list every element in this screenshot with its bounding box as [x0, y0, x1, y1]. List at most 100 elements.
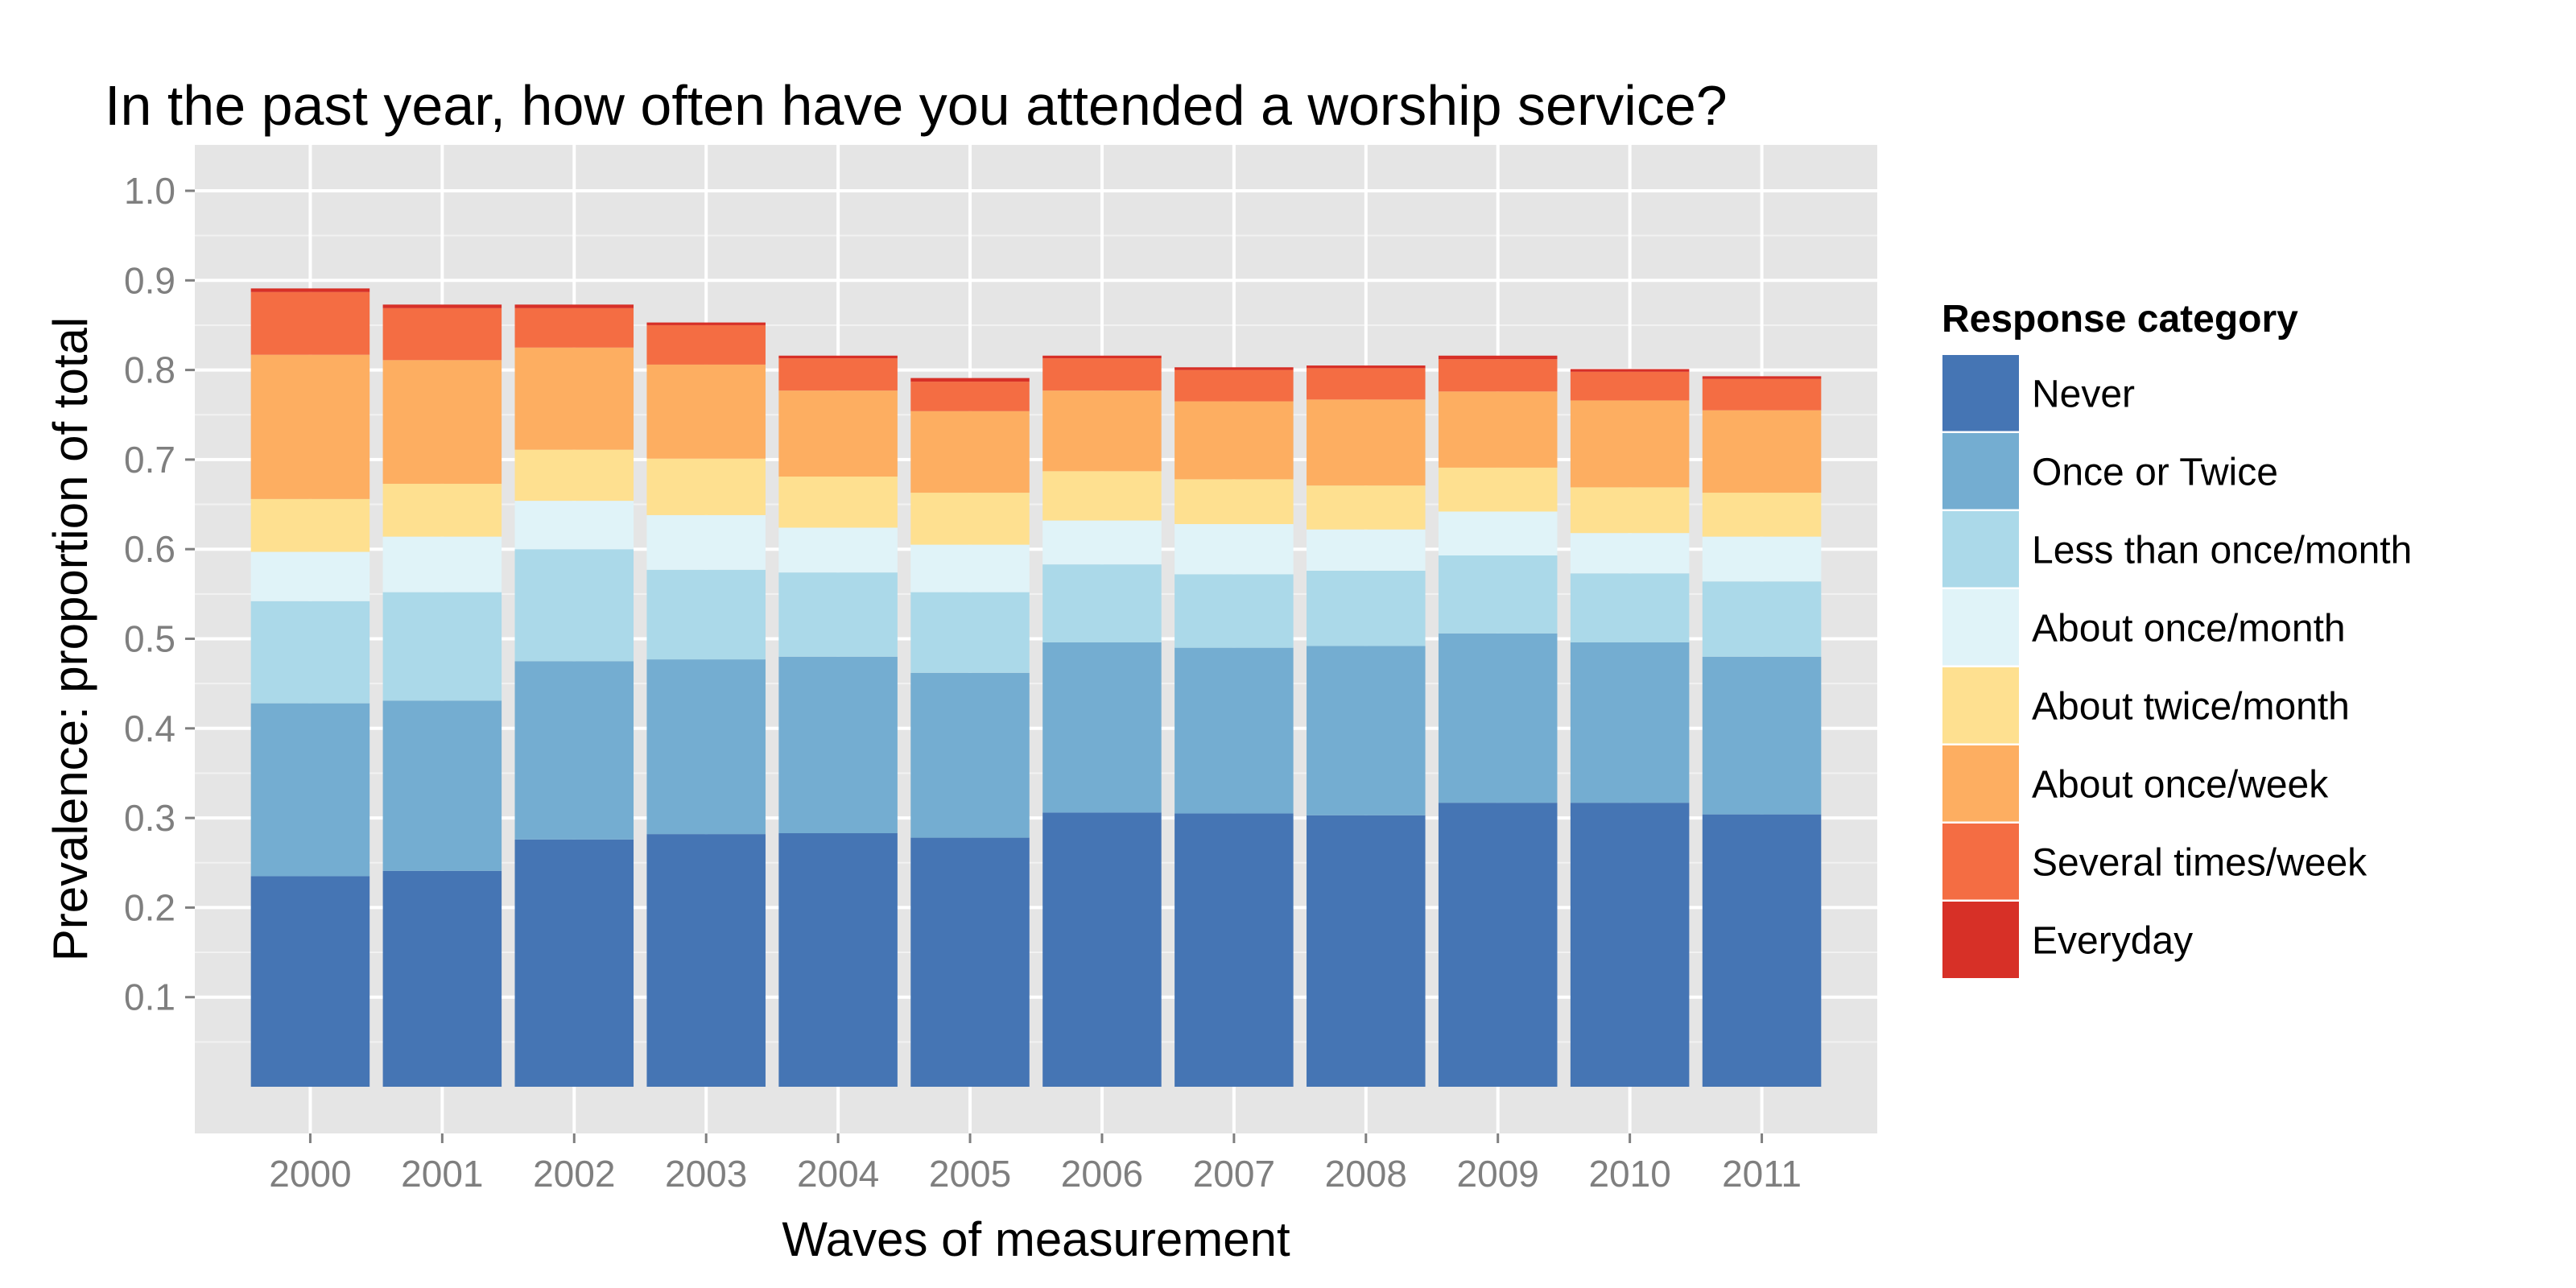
- legend-swatch: [1942, 589, 2019, 666]
- legend-label: Everyday: [2032, 920, 2193, 963]
- bar-segment: [382, 700, 502, 871]
- y-tick-label: 0.8: [124, 349, 175, 391]
- bar-segment: [1042, 812, 1162, 1087]
- bar-segment: [1307, 646, 1426, 815]
- bar-segment: [1174, 369, 1294, 402]
- bar-segment: [1307, 399, 1426, 486]
- legend-label: Never: [2032, 374, 2135, 416]
- legend-swatch: [1942, 355, 2019, 431]
- y-tick-label: 0.7: [124, 439, 175, 481]
- bar-segment: [514, 549, 634, 662]
- y-axis: 0.1 0.2 0.3 0.4 0.5 0.6 0.7 0.8 0.9 1.0: [124, 170, 195, 1018]
- bar-segment: [1042, 390, 1162, 472]
- bar-segment: [1307, 815, 1426, 1087]
- x-tick-label: 2004: [797, 1153, 879, 1195]
- bar-segment: [778, 358, 898, 391]
- bar-segment: [514, 449, 634, 502]
- bar-segment: [514, 347, 634, 450]
- bar-segment: [514, 501, 634, 550]
- bar-segment: [910, 378, 1030, 382]
- legend-swatch: [1942, 902, 2019, 978]
- bar-segment: [778, 390, 898, 477]
- bar-segment: [514, 661, 634, 840]
- x-tick-label: 2010: [1588, 1153, 1670, 1195]
- bar-segment: [1307, 570, 1426, 646]
- bar-segment: [1570, 400, 1690, 488]
- bar-segment: [1042, 355, 1162, 359]
- bar-segment: [1438, 555, 1558, 634]
- bar-segment: [382, 536, 502, 592]
- x-tick-label: 2006: [1061, 1153, 1143, 1195]
- legend-label: About once/week: [2032, 764, 2329, 807]
- bar-segment: [646, 458, 766, 515]
- y-axis-title: Prevalence: proportion of total: [43, 317, 97, 961]
- x-tick-label: 2011: [1722, 1153, 1802, 1195]
- bar-segment: [1174, 367, 1294, 370]
- legend-swatch: [1942, 745, 2019, 822]
- bar-segment: [250, 601, 370, 704]
- bar-segment: [1042, 564, 1162, 642]
- bar-segment: [1438, 511, 1558, 555]
- bar-segment: [1307, 529, 1426, 571]
- bar-segment: [250, 291, 370, 355]
- bar-segment: [910, 493, 1030, 545]
- bar-segment: [250, 498, 370, 552]
- bar-segment: [1438, 359, 1558, 392]
- bar-segment: [646, 364, 766, 459]
- bar-segment: [1702, 376, 1822, 379]
- bar-segment: [1042, 642, 1162, 813]
- bar-segment: [778, 477, 898, 528]
- bar-segment: [1307, 485, 1426, 530]
- x-tick-label: 2005: [929, 1153, 1011, 1195]
- bar-segment: [1570, 371, 1690, 401]
- bar-segment: [382, 592, 502, 701]
- x-tick-label: 2003: [665, 1153, 747, 1195]
- bar-segment: [1307, 368, 1426, 400]
- bar-segment: [514, 304, 634, 308]
- bar-segment: [250, 551, 370, 601]
- y-tick-label: 0.6: [124, 528, 175, 570]
- bar-segment: [382, 360, 502, 484]
- x-tick-label: 2000: [269, 1153, 351, 1195]
- legend-label: Several times/week: [2032, 842, 2368, 885]
- bar-segment: [1042, 358, 1162, 391]
- bar-segment: [778, 527, 898, 573]
- bar-segment: [646, 324, 766, 365]
- bar-segment: [1702, 581, 1822, 657]
- bar-segment: [514, 839, 634, 1087]
- bar-segment: [1570, 573, 1690, 642]
- y-tick-label: 0.1: [124, 976, 175, 1018]
- bar-segment: [1438, 391, 1558, 468]
- y-tick-label: 1.0: [124, 170, 175, 212]
- bar-segment: [778, 656, 898, 834]
- bar-segment: [1438, 803, 1558, 1087]
- bar-segment: [1174, 524, 1294, 575]
- legend-swatch: [1942, 667, 2019, 744]
- bar-segment: [1702, 378, 1822, 411]
- bar-segment: [250, 354, 370, 499]
- x-tick-label: 2009: [1457, 1153, 1539, 1195]
- x-axis: 2000 2001 2002 2003 2004 2005 2006 2007 2008 2009…: [269, 1133, 1802, 1195]
- bar-segment: [382, 308, 502, 361]
- bar-segment: [1174, 401, 1294, 480]
- x-tick-label: 2007: [1193, 1153, 1275, 1195]
- x-axis-title: Waves of measurement: [782, 1212, 1290, 1266]
- bar-segment: [910, 592, 1030, 673]
- bar-segment: [1307, 365, 1426, 369]
- x-tick-label: 2001: [401, 1153, 483, 1195]
- bar-segment: [1042, 471, 1162, 521]
- bar-segment: [910, 837, 1030, 1087]
- bar-segment: [1702, 536, 1822, 582]
- legend-swatch: [1942, 824, 2019, 900]
- y-tick-label: 0.2: [124, 886, 175, 928]
- bar-segment: [646, 569, 766, 660]
- bar-segment: [778, 833, 898, 1087]
- bar-segment: [646, 514, 766, 570]
- bar-segment: [1570, 803, 1690, 1087]
- y-tick-label: 0.5: [124, 618, 175, 660]
- bar-segment: [646, 322, 766, 325]
- bar-segment: [1438, 633, 1558, 803]
- legend-label: Once or Twice: [2032, 452, 2278, 494]
- bars: [250, 288, 1822, 1087]
- bar-segment: [910, 382, 1030, 411]
